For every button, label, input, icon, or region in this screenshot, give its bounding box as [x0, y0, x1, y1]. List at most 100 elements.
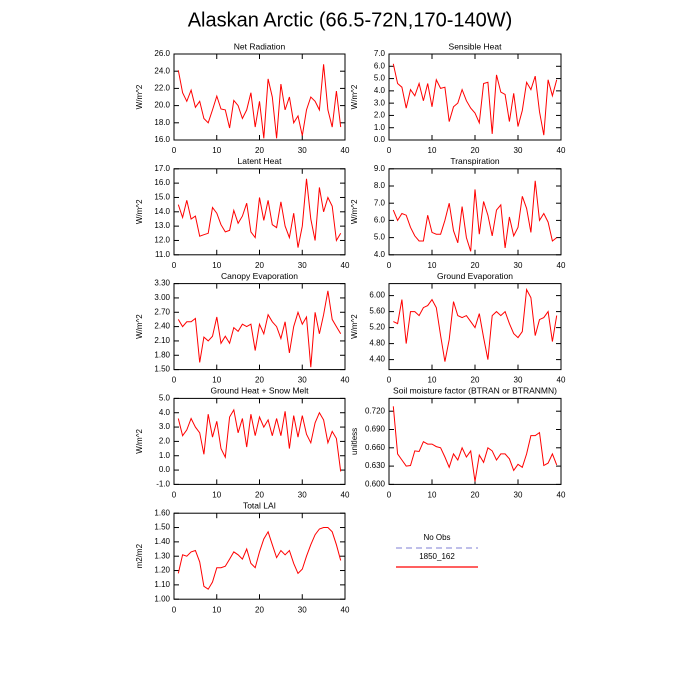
y-tick-label: 2.70 — [154, 307, 170, 316]
y-tick-label: 11.0 — [155, 250, 171, 259]
x-tick-label: 0 — [172, 146, 177, 155]
y-tick-label: 26.0 — [154, 49, 170, 58]
y-tick-label: 0.600 — [365, 480, 386, 489]
x-tick-label: 10 — [428, 146, 437, 155]
y-tick-label: 2.0 — [159, 437, 171, 446]
y-tick-label: 2.40 — [154, 322, 170, 331]
x-tick-label: 10 — [428, 491, 437, 500]
x-tick-label: 0 — [172, 261, 177, 270]
data-line — [177, 64, 342, 139]
y-tick-label: 7.0 — [374, 198, 386, 207]
y-tick-label: 0.660 — [365, 443, 386, 452]
x-tick-label: 20 — [255, 146, 264, 155]
y-tick-label: 9.0 — [374, 164, 386, 173]
panel-title: Ground Evaporation — [437, 271, 513, 281]
x-tick-label: 30 — [298, 491, 307, 500]
x-tick-label: 40 — [341, 376, 350, 385]
x-tick-label: 20 — [255, 376, 264, 385]
x-tick-label: 40 — [557, 146, 566, 155]
y-axis-label: unitless — [350, 428, 359, 455]
y-tick-label: 2.10 — [154, 336, 170, 345]
plot-frame — [173, 168, 346, 256]
x-tick-label: 10 — [428, 376, 437, 385]
y-tick-label: 1.20 — [154, 566, 170, 575]
y-tick-label: 12.0 — [154, 236, 170, 245]
legend-label: No Obs — [423, 533, 450, 542]
y-tick-label: 2.0 — [374, 111, 386, 120]
plot-frame — [173, 397, 346, 485]
x-tick-label: 0 — [387, 491, 392, 500]
data-line — [392, 63, 558, 136]
y-tick-label: 1.0 — [159, 451, 171, 460]
y-tick-label: 1.50 — [154, 365, 170, 374]
data-line — [177, 290, 342, 368]
y-tick-label: 1.00 — [154, 594, 170, 603]
y-tick-label: 4.0 — [159, 408, 171, 417]
x-tick-label: 40 — [341, 261, 350, 270]
x-tick-label: 20 — [255, 605, 264, 614]
y-tick-label: 3.30 — [154, 279, 170, 288]
y-tick-label: 22.0 — [154, 84, 170, 93]
y-tick-label: 3.0 — [374, 98, 386, 107]
x-tick-label: 0 — [172, 491, 177, 500]
y-axis-label: W/m^2 — [350, 84, 359, 109]
panel-title: Ground Heat + Snow Melt — [210, 386, 309, 396]
plot-frame — [388, 397, 562, 485]
panel-title: Sensible Heat — [449, 41, 503, 51]
x-tick-label: 10 — [212, 376, 221, 385]
panel-title: Total LAI — [243, 500, 276, 510]
panel-title: Latent Heat — [238, 156, 283, 166]
figure-title: Alaskan Arctic (66.5-72N,170-140W) — [188, 9, 513, 31]
y-tick-label: 15.0 — [154, 193, 170, 202]
x-tick-label: 40 — [341, 605, 350, 614]
x-tick-label: 30 — [298, 376, 307, 385]
y-axis-label: W/m^2 — [135, 199, 144, 224]
y-tick-label: 14.0 — [154, 207, 170, 216]
y-axis-label: W/m^2 — [135, 84, 144, 109]
data-line — [177, 178, 342, 248]
x-tick-label: 30 — [298, 146, 307, 155]
x-tick-label: 20 — [471, 261, 480, 270]
y-tick-label: 24.0 — [154, 66, 170, 75]
y-tick-label: 7.0 — [374, 49, 386, 58]
panel-title: Soil moisture factor (BTRAN or BTRANMN) — [393, 386, 557, 396]
x-tick-label: 10 — [212, 146, 221, 155]
y-tick-label: 0.0 — [374, 135, 386, 144]
y-tick-label: 4.40 — [369, 355, 385, 364]
y-tick-label: 0.630 — [365, 461, 386, 470]
x-tick-label: 30 — [298, 261, 307, 270]
y-tick-label: 1.40 — [154, 537, 170, 546]
y-tick-label: 1.0 — [374, 123, 386, 132]
x-tick-label: 40 — [557, 376, 566, 385]
y-tick-label: 4.0 — [374, 86, 386, 95]
y-tick-label: 5.0 — [374, 74, 386, 83]
x-tick-label: 40 — [557, 491, 566, 500]
x-tick-label: 30 — [298, 605, 307, 614]
y-tick-label: 1.60 — [154, 508, 170, 517]
y-tick-label: 13.0 — [154, 221, 170, 230]
y-tick-label: 16.0 — [154, 178, 170, 187]
x-tick-label: 0 — [172, 376, 177, 385]
y-tick-label: 0.720 — [365, 406, 386, 415]
x-tick-label: 20 — [255, 261, 264, 270]
y-tick-label: 5.60 — [369, 307, 385, 316]
y-tick-label: 6.00 — [369, 291, 385, 300]
y-tick-label: 3.0 — [159, 422, 171, 431]
x-tick-label: 0 — [387, 376, 392, 385]
panel-title: Canopy Evaporation — [221, 271, 298, 281]
y-tick-label: 6.0 — [374, 61, 386, 70]
x-tick-label: 30 — [514, 376, 523, 385]
x-tick-label: 10 — [212, 491, 221, 500]
x-tick-label: 30 — [514, 261, 523, 270]
x-tick-label: 40 — [341, 146, 350, 155]
y-tick-label: 4.0 — [374, 250, 386, 259]
y-tick-label: 5.20 — [369, 323, 385, 332]
y-tick-label: 4.80 — [369, 339, 385, 348]
panel-title: Net Radiation — [234, 41, 286, 51]
x-tick-label: 20 — [471, 376, 480, 385]
y-axis-label: W/m^2 — [135, 314, 144, 339]
data-line — [177, 408, 342, 472]
y-tick-label: 18.0 — [154, 118, 170, 127]
y-tick-label: 8.0 — [374, 181, 386, 190]
